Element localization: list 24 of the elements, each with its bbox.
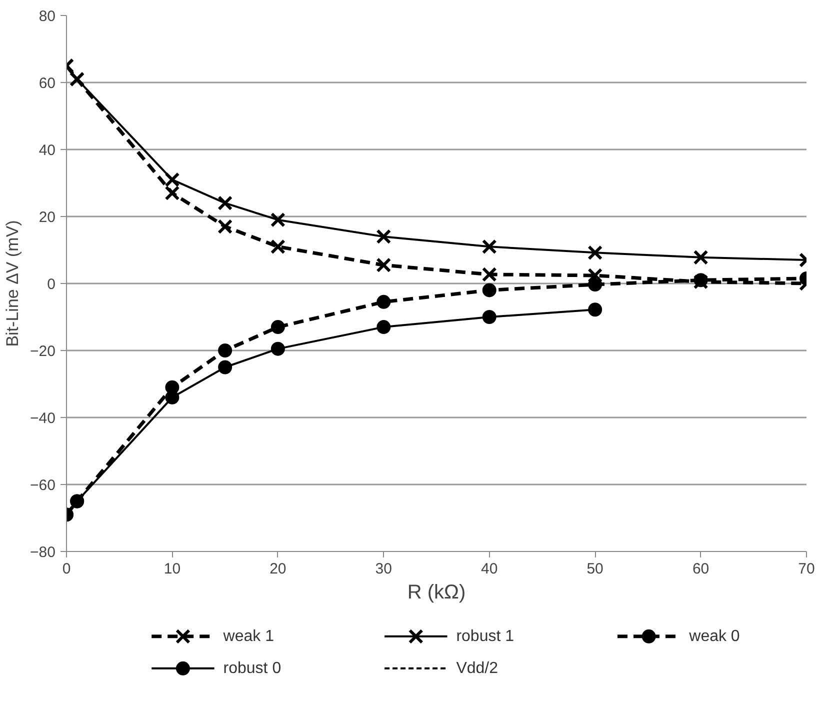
y-tick-label: −20 (30, 343, 56, 360)
y-tick-label: −80 (30, 544, 56, 561)
x-tick-label: 30 (375, 560, 392, 578)
legend-label: Vdd/2 (456, 660, 498, 677)
x-tick-label: 50 (586, 560, 604, 578)
y-tick-label: 0 (47, 276, 56, 293)
legend-label: weak 1 (222, 628, 274, 645)
legend-label: robust 0 (223, 660, 282, 677)
x-tick-label: 20 (270, 560, 286, 578)
x-tick-label: 60 (692, 560, 710, 578)
y-tick-label: 20 (38, 209, 56, 226)
legend-label: robust 1 (456, 628, 514, 645)
x-axis-title: R (kΩ) (407, 582, 466, 604)
x-tick-label: 10 (164, 560, 181, 578)
y-tick-label: −40 (30, 410, 56, 427)
y-tick-label: 40 (38, 142, 56, 159)
y-tick-label: 60 (38, 75, 56, 92)
y-tick-label: −60 (30, 477, 56, 494)
legend-label: weak 0 (688, 628, 740, 645)
x-tick-label: 40 (481, 560, 498, 578)
x-tick-label: 70 (798, 560, 815, 578)
y-axis-title: Bit-Line ΔV (mV) (3, 220, 22, 347)
x-tick-label: 0 (62, 560, 71, 578)
y-tick-label: 80 (38, 8, 56, 25)
